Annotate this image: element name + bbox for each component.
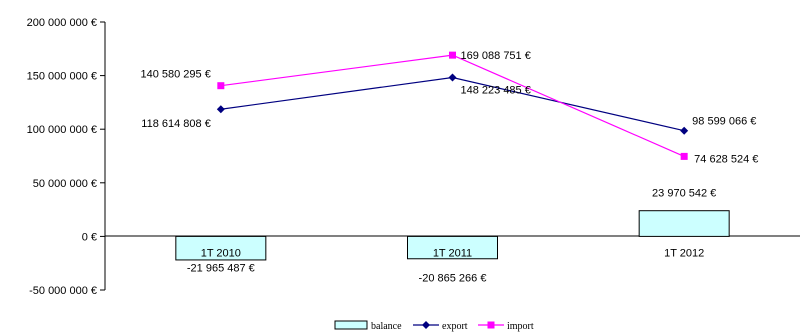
balance-bar [175, 235, 267, 261]
y-tick-label: 200 000 000 € [27, 17, 97, 29]
y-tick-label: 100 000 000 € [27, 124, 97, 136]
balance-data-label: -21 965 487 € [187, 262, 255, 274]
legend-export-marker [422, 321, 430, 329]
import-data-label: 140 580 295 € [140, 69, 210, 81]
import-point [680, 152, 688, 160]
y-tick-label: -50 000 000 € [29, 285, 97, 297]
balance-bars [175, 210, 730, 261]
legend-balance-swatch [334, 320, 368, 330]
import-data-label: 169 088 751 € [461, 50, 531, 62]
export-line [220, 76, 685, 132]
import-data-label: 74 628 524 € [694, 153, 758, 165]
export-data-label: 98 599 066 € [692, 116, 756, 128]
y-tick-label: 150 000 000 € [27, 71, 97, 83]
y-ticks: 200 000 000 € 150 000 000 € 100 000 000 € 5… [27, 17, 105, 297]
import-point [449, 51, 456, 59]
export-point [680, 126, 689, 135]
import-line [220, 54, 685, 157]
export-point [216, 105, 225, 114]
import-point [217, 82, 225, 90]
legend-balance-label: balance [371, 321, 402, 332]
category-label: 1T 2011 [433, 247, 472, 259]
legend-export-label: export [442, 321, 468, 332]
balance-bar [407, 235, 498, 260]
legend-import-marker [487, 321, 495, 329]
category-labels: 1T 2010 1T 2011 1T 2012 [201, 247, 705, 259]
data-labels: -21 965 487 € -20 865 266 € 23 970 542 € 11… [140, 50, 758, 284]
category-label: 1T 2010 [201, 247, 241, 259]
legend-import-label: import [507, 321, 534, 332]
category-label: 1T 2012 [664, 247, 704, 259]
balance-bar [638, 210, 730, 237]
legend: balance export import [334, 320, 534, 332]
balance-data-label: 23 970 542 € [652, 188, 716, 200]
export-data-label: 148 223 485 € [461, 85, 531, 97]
export-data-label: 118 614 808 € [141, 118, 211, 130]
y-tick-label: 0 € [82, 231, 97, 243]
export-point [448, 73, 457, 82]
balance-data-label: -20 865 266 € [419, 272, 487, 284]
line-series [216, 51, 689, 160]
y-tick-label: 50 000 000 € [33, 178, 97, 190]
